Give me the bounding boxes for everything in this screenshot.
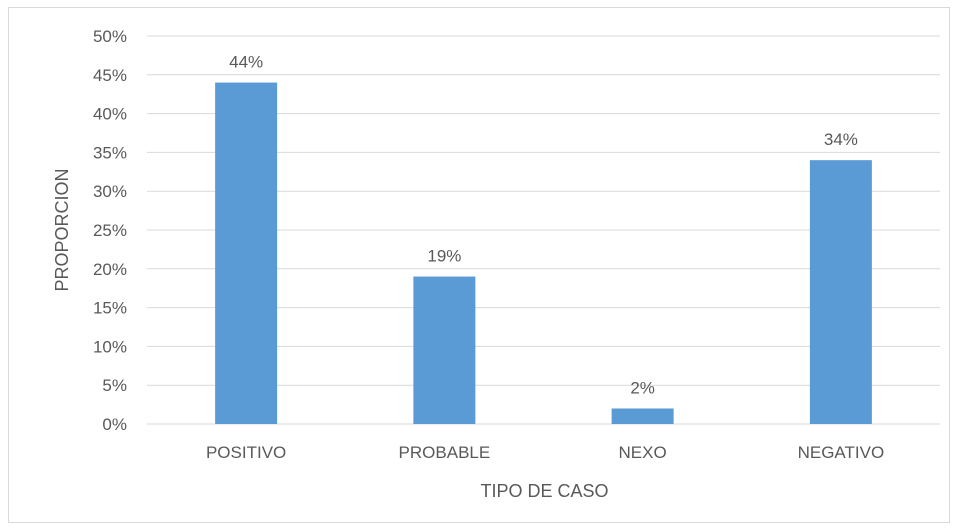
y-tick-label: 40% [93,105,127,124]
y-tick-label: 15% [93,299,127,318]
category-label-negativo: NEGATIVO [798,443,885,462]
y-axis-tick-labels: 0% 5% 10% 15% 20% 25% 30% 35% 40% 45% 50% [93,27,127,434]
category-label-nexo: NEXO [619,443,667,462]
y-tick-label: 25% [93,221,127,240]
y-tick-label: 0% [102,415,127,434]
data-labels: 44% 19% 2% 34% [229,53,858,398]
category-label-positivo: POSITIVO [206,443,286,462]
y-tick-label: 45% [93,66,127,85]
y-tick-label: 20% [93,260,127,279]
y-tick-label: 35% [93,143,127,162]
data-label-positivo: 44% [229,53,263,72]
x-axis-title: TIPO DE CASO [480,481,608,501]
gridlines [147,35,940,425]
data-label-nexo: 2% [630,378,655,397]
bars [215,82,872,424]
data-label-probable: 19% [427,247,461,266]
chart-frame [8,7,950,523]
bar-nexo [611,408,674,424]
bar-positivo [215,82,278,424]
y-tick-label: 10% [93,337,127,356]
x-axis-category-labels: POSITIVO PROBABLE NEXO NEGATIVO [206,443,884,462]
y-tick-label: 30% [93,182,127,201]
data-label-negativo: 34% [824,130,858,149]
bar-probable [413,276,476,424]
category-label-probable: PROBABLE [399,443,491,462]
bar-negativo [809,160,872,424]
y-tick-label: 50% [93,27,127,46]
y-axis-title: PROPORCION [52,168,72,291]
y-tick-label: 5% [102,376,127,395]
